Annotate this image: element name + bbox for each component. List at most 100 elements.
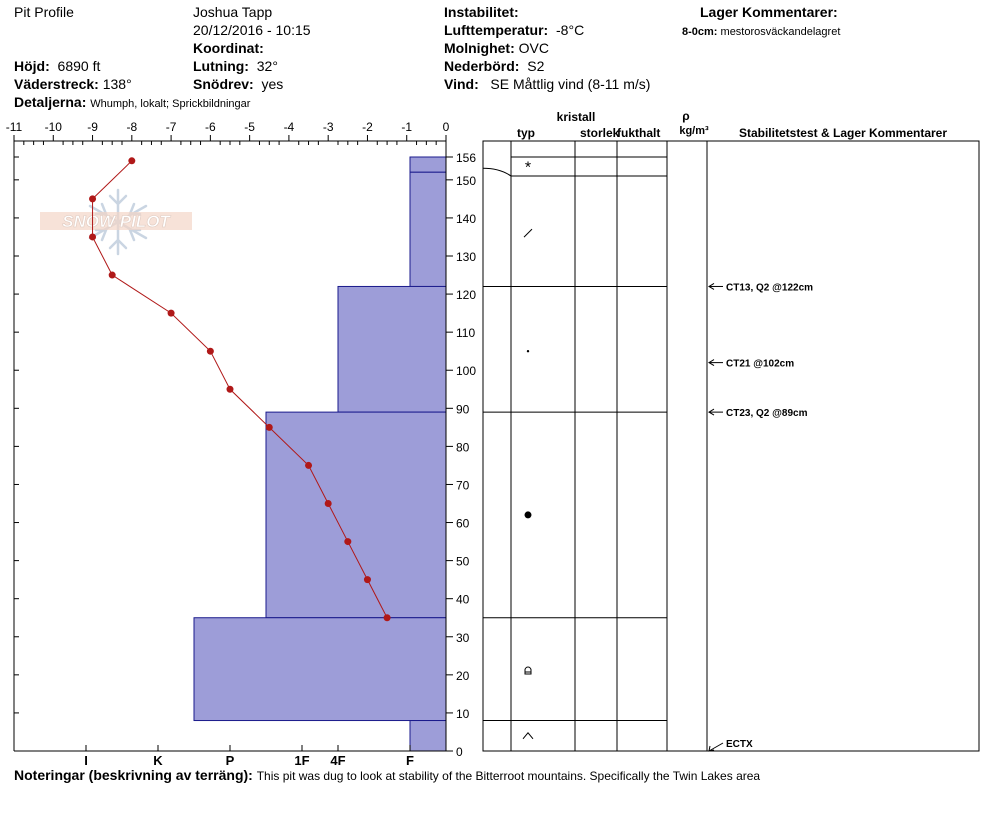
sky-row: Molnighet: OVC (444, 40, 549, 56)
temp-tick-label: -11 (6, 120, 23, 134)
slope-label: Lutning: (193, 58, 249, 74)
layer-comment-text: mestorosväckandelagret (720, 26, 841, 38)
temp-tick-label: -5 (244, 120, 255, 134)
instability-label: Instabilitet: (444, 4, 519, 20)
typ-header: typ (517, 126, 535, 140)
wind-value: SE Måttlig vind (8-11 m/s) (490, 76, 651, 92)
airtemp-row: Lufttemperatur: -8°C (444, 22, 584, 38)
temperature-point (226, 385, 234, 393)
depth-tick-label: 130 (456, 250, 476, 264)
wind-label: Vind: (444, 76, 479, 92)
temp-tick-label: -9 (87, 120, 98, 134)
temp-tick-label: -6 (205, 120, 216, 134)
airtemp-value: -8°C (556, 22, 585, 38)
stability-arrowhead (708, 408, 715, 416)
left-axes: -11 -10 -9 -8 -7 -6 -5 -4 -3 -2 -1 0I K P 1F 4F F0102030… (6, 120, 477, 768)
temperature-point (363, 576, 371, 584)
stability-arrowhead (708, 745, 715, 752)
aspect-row: Väderstreck: 138° (14, 76, 132, 92)
depth-tick-label: 80 (456, 440, 470, 454)
temperature-profile (89, 157, 391, 622)
temp-tick-label: -8 (126, 120, 137, 134)
sky-value: OVC (518, 40, 549, 56)
rho-header: ρ (682, 109, 689, 123)
temp-tick-label: -3 (323, 120, 334, 134)
depth-tick-label: 120 (456, 288, 476, 302)
drift-value: yes (261, 76, 284, 92)
temp-tick-label: 0 (443, 120, 450, 134)
snow-pit-chart: SNOW PILOT -11 -10 -9 -8 -7 -6 -5 -4 -3 -2 -1 0I K P 1… (6, 109, 980, 768)
layer-comment-depth: 8-0cm: (682, 26, 718, 38)
grain-depth-hoar-icon (522, 731, 534, 740)
hardness-bar-0 (409, 156, 447, 173)
depth-tick-label: 70 (456, 478, 470, 492)
depth-tick-label: 50 (456, 555, 470, 569)
elevation-label: Höjd: (14, 58, 50, 74)
layer-comments-label: Lager Kommentarer: (700, 4, 838, 20)
temperature-point (89, 233, 97, 241)
hardness-tick-label: 4F (330, 753, 345, 768)
storlek-header: storlek (580, 126, 620, 140)
depth-tick-label: 30 (456, 631, 470, 645)
wind-row: Vind: SE Måttlig vind (8-11 m/s) (444, 76, 650, 92)
snowflake-icon (88, 188, 148, 256)
pit-profile-title: Pit Profile (14, 4, 74, 20)
table-frame (482, 140, 980, 752)
temperature-point (89, 195, 97, 203)
temperature-point (206, 347, 214, 355)
hardness-tick-label: I (84, 753, 88, 768)
observer-name: Joshua Tapp (193, 4, 273, 20)
temp-tick-label: -2 (362, 120, 373, 134)
temperature-point (167, 309, 175, 317)
sky-label: Molnighet: (444, 40, 515, 56)
observation-datetime: 20/12/2016 - 10:15 (193, 22, 311, 38)
notes-row: Noteringar (beskrivning av terräng): Thi… (14, 767, 760, 784)
depth-tick-label: 100 (456, 364, 476, 378)
depth-tick-label: 110 (456, 326, 475, 340)
aspect-value: 138° (102, 76, 132, 92)
temperature-point (344, 538, 352, 546)
stability-arrow (708, 742, 724, 752)
hardness-tick-label: F (406, 753, 414, 768)
hardness-bar-4 (193, 617, 447, 722)
grain-rounded-icon (524, 511, 532, 519)
drift-label: Snödrev: (193, 76, 254, 92)
hardness-tick-label: 1F (294, 753, 309, 768)
stability-test-label: CT13, Q2 @122cm (726, 282, 813, 293)
elevation-value: 6890 ft (57, 58, 101, 74)
hardness-tick-label: P (226, 753, 235, 768)
grain-small-rounded-icon (526, 349, 530, 353)
slope-value: 32° (256, 58, 278, 74)
depth-tick-label: 150 (456, 174, 476, 188)
depth-tick-label: 0 (456, 745, 463, 759)
depth-tick-label: 10 (456, 707, 470, 721)
depth-tick-label: 60 (456, 517, 470, 531)
notes-text: This pit was dug to look at stability of… (256, 769, 761, 783)
snowpilot-logo: SNOW PILOT (40, 188, 192, 256)
temperature-point (383, 614, 391, 622)
elevation-row: Höjd: 6890 ft (14, 58, 100, 74)
airtemp-label: Lufttemperatur: (444, 22, 549, 38)
stability-arrowhead (708, 359, 715, 367)
depth-tick-label: 156 (456, 151, 476, 165)
temp-tick-label: -1 (401, 120, 412, 134)
depth-tick-label: 40 (456, 593, 470, 607)
details-value: Whumph, lokalt; Sprickbildningar (90, 98, 251, 110)
aspect-label: Väderstreck: (14, 76, 99, 92)
temperature-point (128, 157, 136, 165)
precip-label: Nederbörd: (444, 58, 520, 74)
details-row: Detaljerna: Whumph, lokalt; Sprickbildni… (14, 94, 250, 112)
hardness-bar-1 (409, 171, 447, 287)
stability-header: Stabilitetstest & Lager Kommentarer (739, 126, 947, 140)
stability-test-label: CT23, Q2 @89cm (726, 408, 808, 419)
logo-text: SNOW PILOT (62, 212, 171, 231)
drift-row: Snödrev: yes (193, 76, 283, 92)
stability-test-label: CT21 @102cm (726, 359, 794, 370)
details-label: Detaljerna: (14, 94, 87, 110)
grain-mixed-forms-icon (524, 666, 532, 675)
temperature-point (324, 500, 332, 507)
depth-tick-label: 90 (456, 402, 470, 416)
fukthalt-header: fukthalt (617, 126, 660, 140)
coordinate-label: Koordinat: (193, 40, 264, 56)
grain-precipitation-icon: * (525, 160, 531, 177)
